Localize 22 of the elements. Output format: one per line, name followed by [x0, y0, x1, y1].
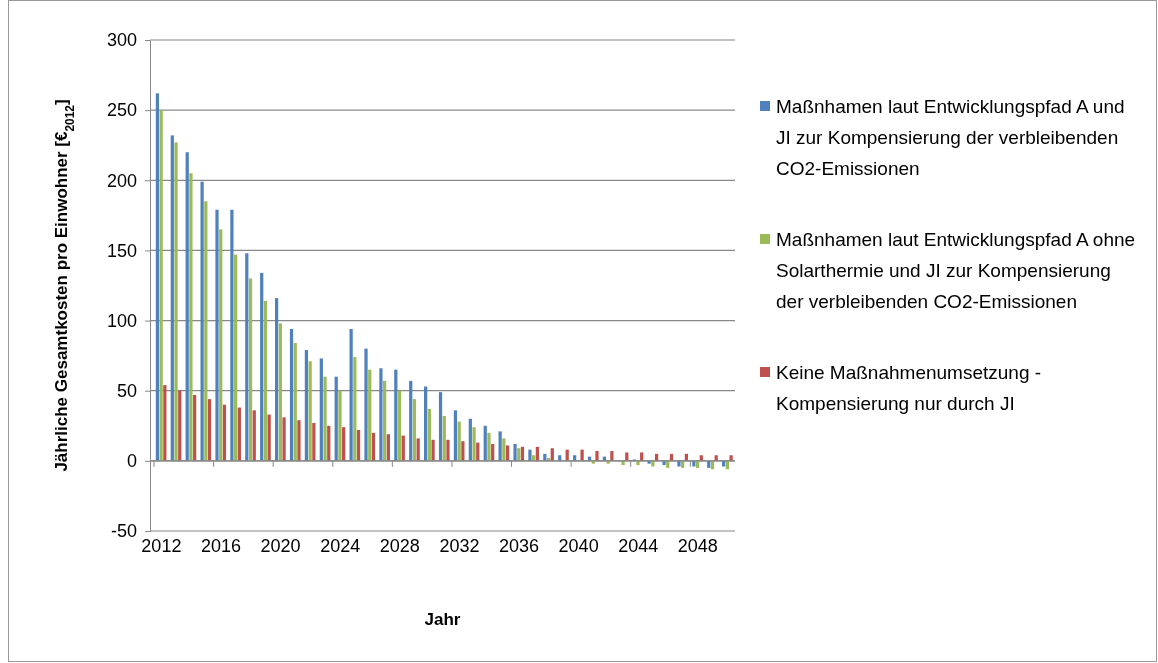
x-tick-label: 2048: [677, 535, 718, 556]
x-tick-label: 2028: [379, 535, 420, 556]
x-axis-title: Jahr: [424, 610, 461, 629]
y-tick-label: 150: [106, 240, 137, 261]
legend-label: Maßnhamen laut Entwicklungspfad A ohne Solarthermie und JI zur Kompensierung der verbleibenden CO2-Emissionen: [776, 229, 1136, 313]
x-tick-label: 2024: [320, 535, 361, 556]
legend-label: Keine Maßnahmenumsetzung - Kompensierung nur durch JI: [776, 362, 1042, 415]
y-tick-label: 50: [116, 380, 137, 401]
y-tick-label: 250: [106, 100, 137, 121]
x-tick-label: 2012: [141, 535, 182, 556]
x-tick-label: 2036: [498, 535, 540, 556]
x-tick-label: 2032: [439, 535, 480, 556]
x-tick-label: 2020: [260, 535, 301, 556]
y-tick-label: -50: [110, 521, 137, 542]
x-tick-label: 2040: [558, 535, 599, 556]
x-tick-label: 2044: [618, 535, 659, 556]
y-tick-label: 0: [126, 451, 137, 472]
y-tick-label: 200: [106, 170, 137, 191]
y-tick-label: 100: [106, 310, 137, 331]
y-tick-label: 300: [106, 30, 137, 51]
x-tick-label: 2016: [200, 535, 241, 556]
legend-label: Maßnhamen laut Entwicklungspfad A und JI zur Kompensierung der verbleibenden CO2-Emissionen: [776, 96, 1125, 180]
